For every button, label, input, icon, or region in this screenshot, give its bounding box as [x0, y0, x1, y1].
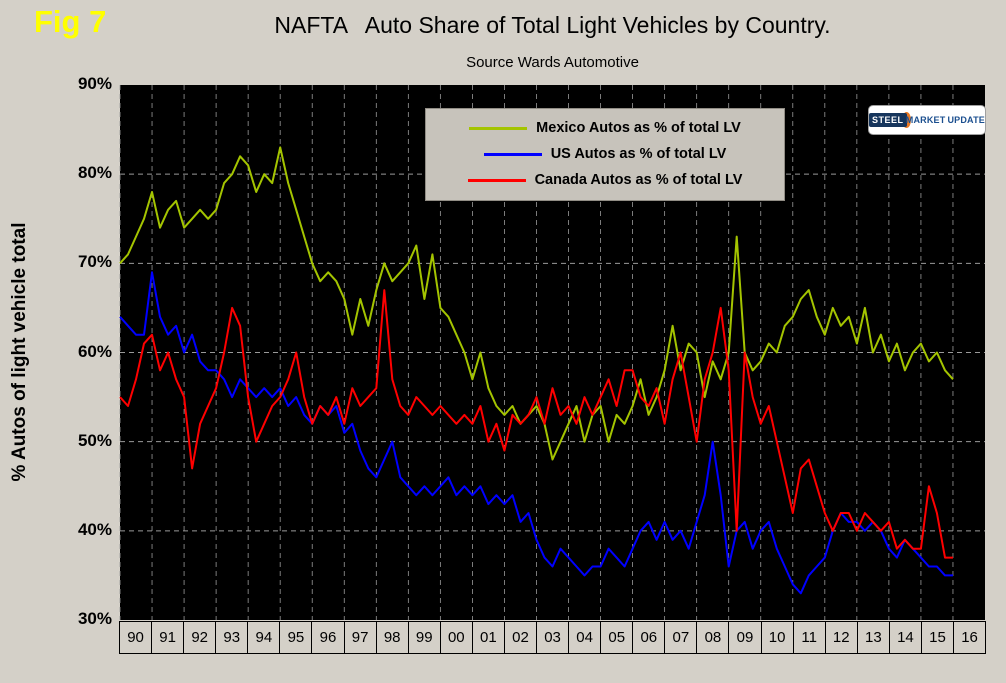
x-tick-label: 10 [760, 621, 794, 654]
x-tick-label: 98 [375, 621, 409, 654]
y-tick-label: 70% [77, 252, 112, 272]
steel-market-update-logo: STEEL MARKET UPDATE [868, 105, 986, 135]
x-tick-label: 02 [503, 621, 538, 654]
x-tick-label: 07 [664, 621, 698, 654]
x-tick-label: 91 [151, 621, 185, 654]
chart-title: NAFTA Auto Share of Total Light Vehicles… [274, 12, 831, 38]
legend-label-canada: Canada Autos as % of total LV [534, 172, 743, 188]
x-tick-label: 95 [279, 621, 313, 654]
x-tick-label: 93 [215, 621, 249, 654]
chart-subtitle: Source Wards Automotive [466, 54, 639, 71]
logo-steel-text: STEEL [869, 113, 907, 127]
x-tick-label: 00 [439, 621, 473, 654]
legend-item-canada: Canada Autos as % of total LV [426, 172, 784, 188]
y-tick-label: 90% [77, 74, 112, 93]
x-tick-label: 11 [792, 621, 826, 654]
y-tick-label: 60% [77, 341, 112, 361]
legend: Mexico Autos as % of total LV US Autos a… [425, 108, 785, 201]
x-axis-labels: 90 91 92 93 94 95 96 97 98 99 00 01 02 03 04 05 06 07 08 09… [119, 621, 987, 654]
x-tick-label: 06 [632, 621, 666, 654]
y-tick-label: 40% [77, 519, 112, 539]
x-tick-label: 09 [728, 621, 762, 654]
legend-label-mexico: Mexico Autos as % of total LV [536, 120, 741, 136]
x-tick-label: 96 [311, 621, 345, 654]
series-line-us [119, 271, 953, 595]
x-tick-label: 01 [471, 621, 505, 654]
x-tick-label: 92 [183, 621, 217, 654]
x-tick-label: 99 [407, 621, 441, 654]
x-tick-label: 13 [856, 621, 890, 654]
figure-number-label: Fig 7 [34, 4, 107, 39]
legend-item-us: US Autos as % of total LV [426, 146, 784, 162]
y-tick-label: 50% [77, 430, 112, 450]
x-tick-label: 03 [536, 621, 570, 654]
x-tick-label: 14 [888, 621, 922, 654]
mexico-line-swatch [469, 126, 528, 130]
y-tick-label: 30% [77, 609, 112, 628]
legend-label-us: US Autos as % of total LV [550, 146, 727, 162]
x-tick-label: 16 [953, 621, 987, 654]
series-line-canada [119, 289, 953, 559]
x-tick-label: 94 [247, 621, 281, 654]
x-tick-label: 90 [119, 621, 153, 654]
legend-item-mexico: Mexico Autos as % of total LV [426, 120, 784, 136]
canada-line-swatch [467, 178, 526, 182]
x-tick-label: 08 [696, 621, 730, 654]
series-line-mexico [119, 146, 954, 461]
x-tick-label: 04 [568, 621, 602, 654]
x-tick-label: 97 [343, 621, 377, 654]
x-tick-label: 05 [600, 621, 634, 654]
logo-update-text: UPDATE [947, 115, 985, 125]
us-line-swatch [483, 152, 542, 156]
logo-market-text: MARKET [905, 115, 946, 125]
x-tick-label: 15 [920, 621, 955, 654]
x-tick-label: 12 [824, 621, 858, 654]
y-tick-label: 80% [77, 163, 112, 183]
